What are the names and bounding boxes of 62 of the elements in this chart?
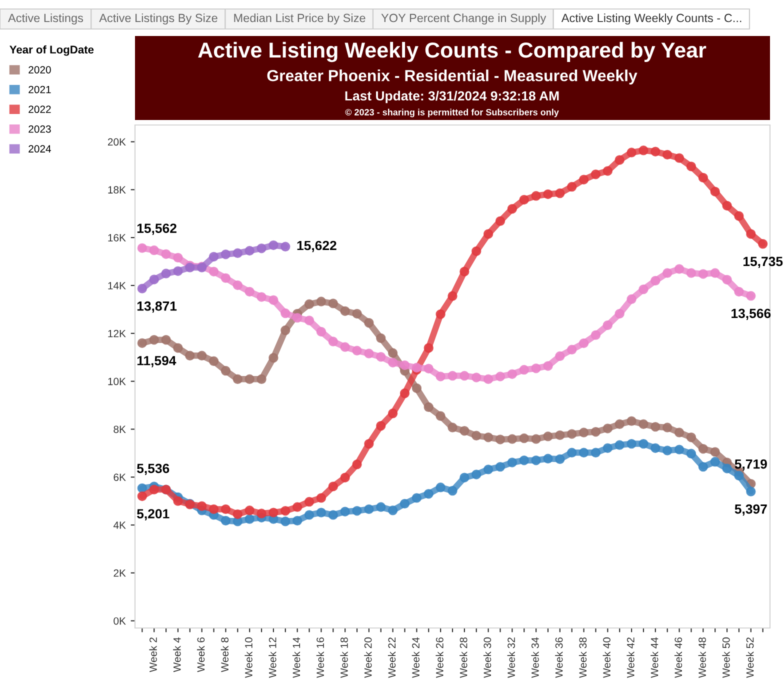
x-tick-label: Week 48 bbox=[698, 637, 706, 678]
x-tick-label: Week 30 bbox=[483, 637, 492, 678]
y-tick-label: 10K bbox=[108, 378, 126, 386]
text: Active Listings By Size bbox=[99, 14, 218, 24]
x-tick-label: Week 22 bbox=[388, 638, 396, 678]
data-label: 13,566 bbox=[732, 308, 771, 320]
data-label: 5,719 bbox=[734, 459, 767, 471]
y-tick-label: 16K bbox=[108, 234, 126, 242]
x-tick-label: Week 28 bbox=[460, 637, 468, 678]
x-tick-label: Week 8 bbox=[220, 637, 229, 672]
legend-label: 2024 bbox=[28, 145, 51, 153]
data-label: 15,562 bbox=[137, 224, 176, 235]
data-label: 11,594 bbox=[137, 356, 176, 368]
y-tick-label: 2K bbox=[114, 569, 126, 577]
y-tick-label: 18K bbox=[108, 186, 126, 194]
x-tick-label: Week 6 bbox=[196, 637, 205, 672]
y-tick-label: 8K bbox=[114, 426, 126, 434]
x-tick-label: Week 2 bbox=[149, 638, 157, 672]
y-tick-label: 4K bbox=[113, 522, 126, 529]
x-tick-label: Week 26 bbox=[436, 637, 444, 678]
y-tick-label: 12K bbox=[108, 330, 126, 338]
text: Median List Price by Size bbox=[234, 14, 366, 24]
data-label: 5,397 bbox=[734, 504, 767, 516]
x-tick-label: Week 24 bbox=[412, 637, 420, 678]
x-tick-label: Week 4 bbox=[173, 637, 181, 672]
data-label: 15,735 bbox=[743, 256, 783, 268]
text: Last Update: 3/31/2024 9:32:18 AM bbox=[345, 90, 559, 104]
data-label: 13,871 bbox=[137, 301, 177, 313]
data-label: 5,536 bbox=[137, 464, 170, 476]
x-tick-label: Week 12 bbox=[268, 638, 276, 678]
x-tick-label: Week 32 bbox=[507, 638, 515, 678]
y-tick-label: 6K bbox=[114, 474, 126, 481]
text: YOY Percent Change in Supply bbox=[381, 14, 546, 24]
legend-label: 2021 bbox=[28, 86, 51, 94]
x-tick-label: Week 44 bbox=[650, 637, 658, 678]
x-tick-label: Week 20 bbox=[364, 637, 372, 678]
x-tick-label: Week 46 bbox=[674, 637, 682, 678]
x-tick-label: Week 10 bbox=[244, 637, 252, 678]
legend-title: Year of LogDate bbox=[10, 45, 94, 56]
x-tick-label: Week 36 bbox=[555, 637, 563, 678]
x-tick-label: Week 38 bbox=[578, 637, 587, 678]
x-tick-label: Week 52 bbox=[746, 638, 754, 678]
text: Active Listings bbox=[8, 14, 84, 24]
text: © 2023 - sharing is permitted for Subscribers only bbox=[345, 108, 559, 118]
x-tick-label: Week 14 bbox=[292, 637, 300, 678]
x-tick-label: Week 34 bbox=[531, 637, 539, 678]
legend-label: 2020 bbox=[28, 66, 51, 74]
legend-label: 2023 bbox=[28, 125, 51, 133]
x-tick-label: Week 50 bbox=[722, 637, 730, 678]
y-tick-label: 20K bbox=[108, 138, 126, 146]
y-tick-label: 0K bbox=[114, 617, 126, 625]
data-label: 15,622 bbox=[297, 240, 336, 252]
x-tick-label: Week 40 bbox=[602, 637, 610, 678]
data-label: 5,201 bbox=[137, 509, 170, 520]
legend-label: 2022 bbox=[28, 106, 51, 114]
chart-title: Active Listing Weekly Counts - Compared by Year bbox=[198, 42, 706, 62]
x-tick-label: Week 42 bbox=[626, 638, 634, 678]
chart-subtitle: Greater Phoenix - Residential - Measured Weekly bbox=[267, 70, 638, 84]
y-tick-label: 14K bbox=[108, 282, 126, 290]
x-tick-label: Week 18 bbox=[340, 637, 348, 678]
x-tick-label: Week 16 bbox=[316, 637, 324, 678]
text: Active Listing Weekly Counts - C... bbox=[561, 14, 742, 24]
